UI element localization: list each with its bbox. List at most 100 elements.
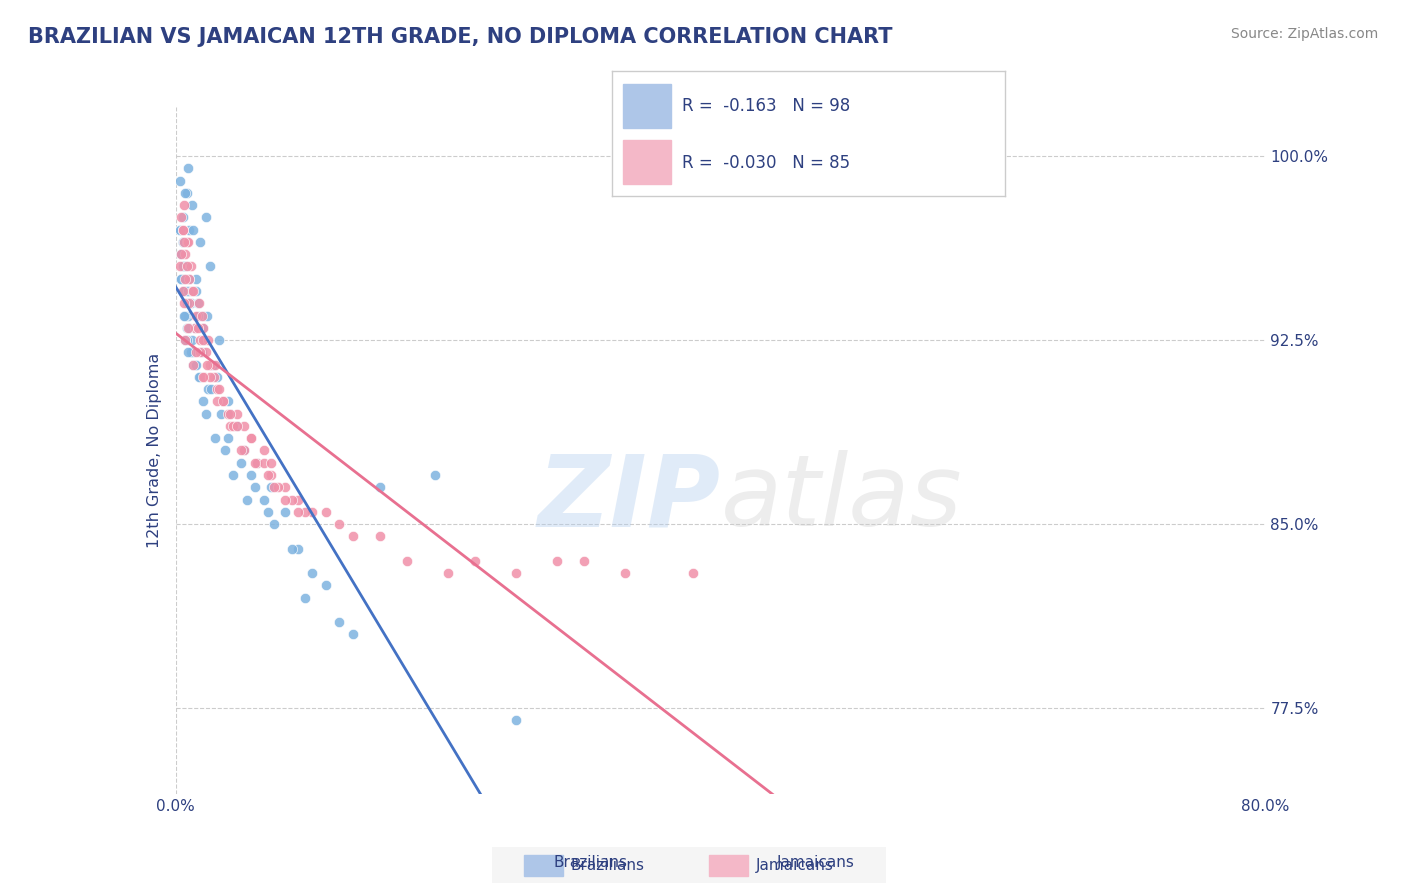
Point (219, 419, 242, 434)
Point (222, 467, 245, 482)
Point (315, 505, 337, 519)
Point (219, 407, 242, 421)
Point (172, 222, 194, 236)
Bar (709, 855, 748, 876)
Point (202, 370, 225, 384)
Point (181, 198, 204, 212)
Point (396, 554, 419, 568)
Text: atlas: atlas (721, 450, 962, 547)
Point (235, 492, 257, 507)
Point (173, 198, 195, 212)
Point (232, 443, 254, 458)
Point (186, 309, 208, 323)
Point (170, 247, 193, 261)
Point (172, 284, 194, 298)
Point (198, 260, 221, 274)
Point (205, 370, 228, 384)
Point (176, 321, 198, 335)
Point (191, 333, 214, 347)
Point (222, 419, 245, 434)
Point (368, 529, 391, 543)
Text: R =  -0.030   N = 85: R = -0.030 N = 85 (682, 153, 851, 171)
Point (574, 554, 596, 568)
Point (217, 407, 239, 421)
Point (172, 235, 194, 249)
Point (179, 272, 201, 286)
Point (194, 345, 217, 359)
Point (188, 370, 211, 384)
Point (328, 615, 350, 630)
Point (174, 272, 197, 286)
Point (176, 333, 198, 347)
Point (177, 321, 200, 335)
Point (169, 222, 191, 236)
Point (181, 333, 204, 347)
Point (195, 358, 218, 372)
Point (173, 260, 195, 274)
Point (232, 443, 254, 458)
Point (176, 235, 198, 249)
Point (217, 394, 239, 409)
Point (280, 492, 302, 507)
Point (174, 333, 197, 347)
Point (177, 161, 200, 176)
Point (198, 370, 221, 384)
Point (301, 505, 323, 519)
Point (193, 370, 215, 384)
Point (423, 467, 446, 482)
Point (179, 296, 201, 310)
Point (191, 309, 214, 323)
Bar (623, 84, 671, 128)
Point (274, 492, 297, 507)
Point (186, 296, 209, 310)
Point (186, 272, 208, 286)
Point (212, 394, 235, 409)
Point (246, 456, 269, 470)
Point (177, 345, 200, 359)
Point (260, 467, 283, 482)
Point (177, 309, 200, 323)
Point (257, 467, 280, 482)
Point (260, 480, 283, 494)
Point (186, 345, 208, 359)
Point (188, 345, 211, 359)
Point (243, 456, 266, 470)
Point (186, 358, 208, 372)
Text: Jamaicans: Jamaicans (776, 855, 855, 870)
Point (209, 407, 232, 421)
Point (267, 480, 290, 494)
Point (177, 235, 200, 249)
Point (174, 247, 197, 261)
Point (186, 284, 208, 298)
Point (170, 247, 193, 261)
Point (170, 247, 193, 261)
Point (184, 321, 207, 335)
Point (174, 186, 197, 200)
Y-axis label: 12th Grade, No Diploma: 12th Grade, No Diploma (146, 353, 162, 548)
Text: R =  -0.163   N = 98: R = -0.163 N = 98 (682, 97, 851, 115)
Point (194, 407, 217, 421)
Point (174, 309, 197, 323)
Text: Brazilians: Brazilians (554, 855, 627, 870)
Point (231, 456, 253, 470)
Point (170, 272, 193, 286)
Text: BRAZILIAN VS JAMAICAN 12TH GRADE, NO DIPLOMA CORRELATION CHART: BRAZILIAN VS JAMAICAN 12TH GRADE, NO DIP… (28, 27, 893, 46)
Point (170, 272, 193, 286)
Point (239, 467, 262, 482)
Bar (623, 140, 671, 184)
Point (172, 260, 194, 274)
Point (301, 566, 323, 581)
Point (173, 296, 195, 310)
Point (173, 309, 195, 323)
Point (180, 296, 202, 310)
Point (232, 419, 254, 434)
Point (186, 321, 209, 335)
Text: Source: ZipAtlas.com: Source: ZipAtlas.com (1230, 27, 1378, 41)
Point (172, 284, 194, 298)
Bar (523, 855, 562, 876)
Point (342, 529, 364, 543)
Text: Brazilians: Brazilians (571, 858, 645, 872)
Point (294, 591, 316, 605)
Point (183, 222, 205, 236)
Point (176, 284, 198, 298)
